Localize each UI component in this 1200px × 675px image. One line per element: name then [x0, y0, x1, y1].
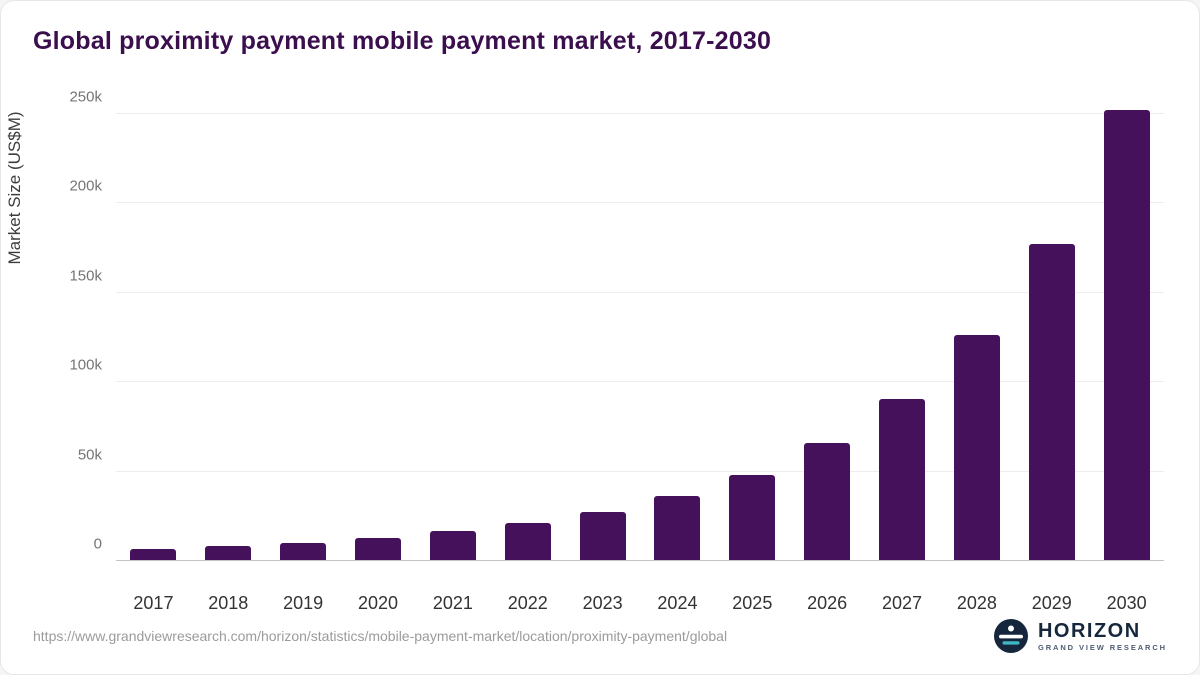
y-tick-label: 0	[93, 535, 102, 553]
bar-2029	[1028, 243, 1075, 561]
y-axis-title: Market Size (US$M)	[5, 111, 24, 265]
bar-slot-2017: 2017	[116, 94, 191, 613]
bar-2020	[355, 537, 401, 561]
x-axis-baseline	[116, 560, 1164, 561]
bar-2022	[504, 522, 551, 561]
y-tick-label: 100k	[69, 356, 102, 374]
bar-slot-2026: 2026	[790, 94, 865, 613]
y-tick-label: 50k	[77, 446, 102, 464]
bar-2030	[1103, 110, 1150, 561]
bar-slot-2029: 2029	[1014, 94, 1089, 613]
bar-slot-2018: 2018	[191, 94, 266, 613]
x-tick-label: 2019	[283, 593, 324, 613]
bar-2027	[879, 398, 926, 561]
x-tick-label: 2026	[807, 593, 848, 613]
bar-slot-2020: 2020	[341, 94, 416, 613]
x-tick-label: 2024	[657, 593, 698, 613]
logo-text: HORIZON GRAND VIEW RESEARCH	[1038, 621, 1167, 652]
bar-2021	[429, 531, 476, 561]
bar-2025	[729, 474, 776, 561]
logo-title: HORIZON	[1037, 619, 1141, 642]
bar-slot-2028: 2028	[939, 94, 1014, 613]
x-tick-label: 2028	[956, 593, 997, 613]
chart-title: Global proximity payment mobile payment …	[33, 27, 772, 55]
plot-area: 0 50k 100k 150k 200k 250k 2017 2018 2019 2020 2021…	[69, 89, 1164, 613]
x-tick-label: 2017	[133, 593, 174, 613]
bar-slot-2019: 2019	[266, 94, 341, 613]
x-tick-label: 2025	[732, 593, 773, 613]
bar-slot-2024: 2024	[640, 94, 715, 613]
footer: https://www.grandviewresearch.com/horizo…	[33, 618, 1167, 654]
x-tick-label: 2021	[432, 593, 473, 613]
gridline	[116, 470, 1164, 472]
bar-2024	[654, 496, 701, 561]
bar-2019	[280, 542, 327, 561]
x-tick-label: 2023	[582, 593, 623, 613]
y-tick-label: 250k	[69, 88, 102, 106]
y-tick-label: 200k	[69, 177, 102, 195]
x-tick-label: 2018	[208, 593, 249, 613]
y-tick-label: 150k	[69, 267, 102, 285]
gridline	[116, 202, 1164, 204]
x-tick-label: 2020	[357, 593, 399, 613]
bar-slot-2022: 2022	[490, 94, 565, 613]
bar-series: 2017 2018 2019 2020 2021 2022 2023 2024 2025 2026…	[116, 94, 1164, 613]
x-tick-label: 2030	[1106, 593, 1147, 613]
bar-2023	[579, 511, 626, 561]
bar-2028	[953, 335, 1000, 561]
horizon-globe-icon	[993, 619, 1028, 653]
bar-slot-2030: 2030	[1089, 94, 1164, 613]
bar-slot-2025: 2025	[715, 94, 790, 613]
x-tick-label: 2027	[882, 593, 923, 613]
bar-slot-2023: 2023	[565, 94, 640, 613]
gridline	[116, 113, 1164, 114]
bar-2017	[130, 549, 177, 561]
logo-subtitle: GRAND VIEW RESEARCH	[1037, 642, 1167, 652]
source-url: https://www.grandviewresearch.com/horizo…	[33, 628, 728, 644]
bar-2026	[804, 442, 851, 561]
horizon-logo: HORIZON GRAND VIEW RESEARCH	[993, 618, 1167, 654]
bar-slot-2027: 2027	[865, 94, 940, 613]
gridline	[116, 291, 1164, 293]
gridline	[116, 381, 1164, 383]
x-tick-label: 2022	[507, 593, 548, 613]
x-tick-label: 2029	[1031, 593, 1072, 613]
bar-slot-2021: 2021	[415, 94, 490, 613]
bar-2018	[205, 546, 252, 561]
